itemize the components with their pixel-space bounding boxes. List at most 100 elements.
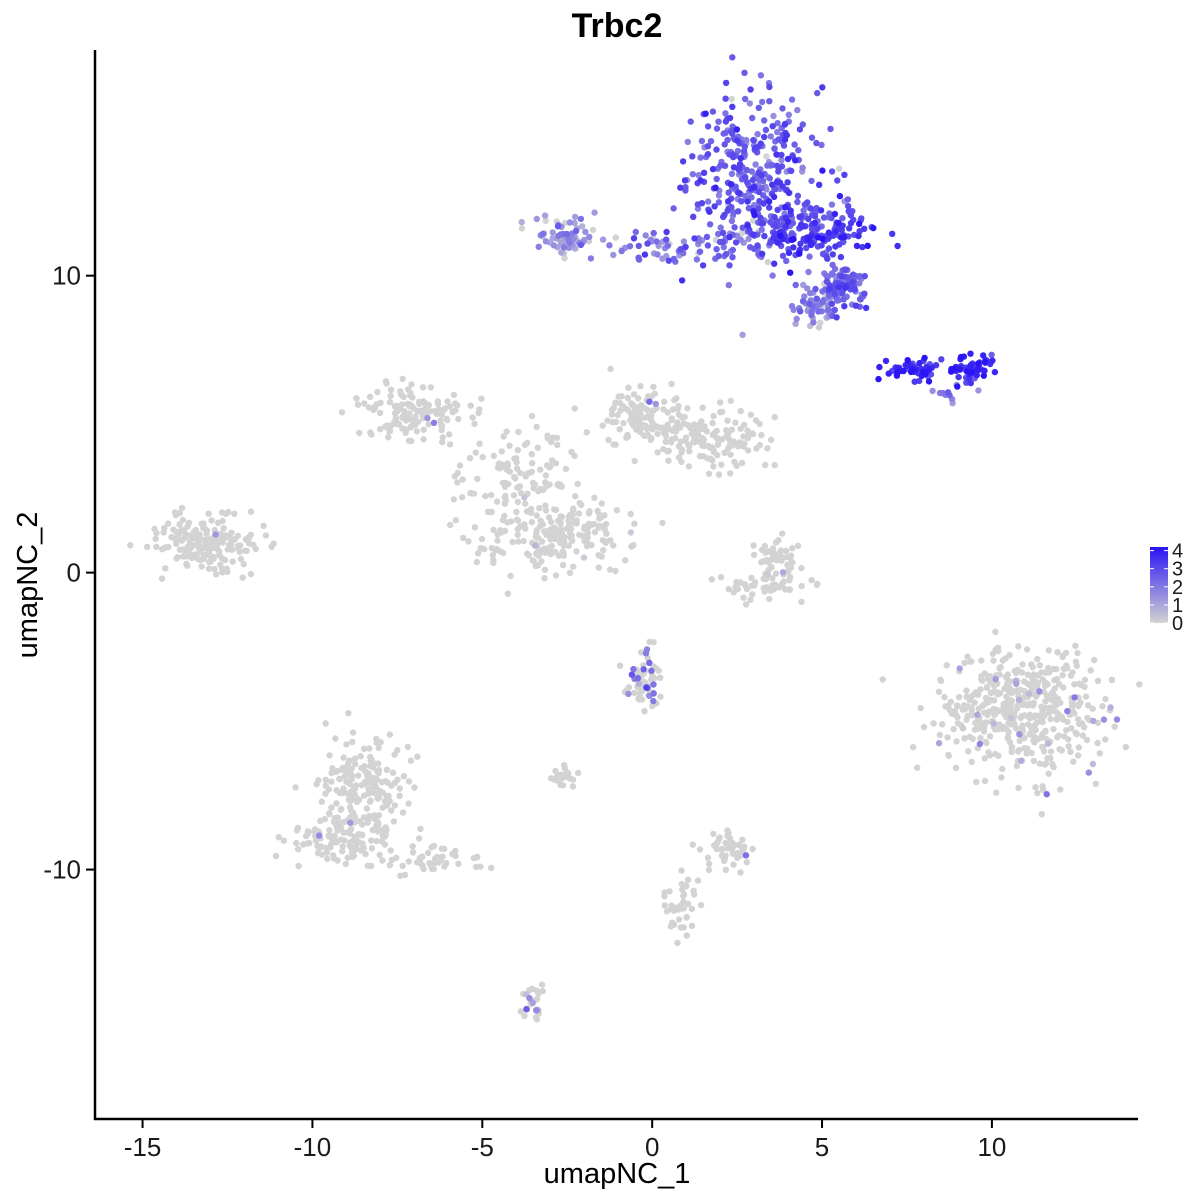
scatter-point [363,805,370,812]
scatter-point [663,228,670,236]
scatter-point [1013,762,1021,770]
scatter-point [955,694,963,701]
scatter-point [631,689,638,697]
scatter-point [734,854,741,861]
scatter-point [555,552,563,559]
scatter-point [374,760,382,767]
scatter-point [228,529,235,536]
scatter-point [980,372,987,379]
scatter-point [201,543,209,550]
scatter-point [749,591,756,598]
scatter-point [203,530,210,537]
scatter-point [1030,757,1038,765]
scatter-point [454,479,461,486]
scatter-point [943,662,950,669]
scatter-point [725,189,732,196]
scatter-point [364,819,371,826]
scatter-point [875,375,882,383]
scatter-point [430,419,438,426]
scatter-point [635,395,642,402]
scatter-point [471,524,479,531]
scatter-point [538,981,546,988]
scatter-point [735,841,742,848]
scatter-point [538,558,545,565]
scatter-point [616,662,624,669]
scatter-point [894,369,901,376]
scatter-point [347,826,355,833]
scatter-point [542,238,550,245]
scatter-point [318,851,326,858]
scatter-point [626,243,634,250]
scatter-point [1015,643,1022,650]
scatter-point [722,118,730,125]
scatter-point [771,413,778,421]
scatter-point [894,242,901,250]
scatter-point [718,845,726,853]
scatter-point [602,539,609,547]
scatter-point [1078,720,1086,727]
scatter-point [541,575,548,582]
scatter-point [616,426,623,433]
scatter-point [171,509,179,516]
scatter-point [570,519,577,526]
scatter-point [745,431,752,438]
scatter-point [982,694,990,702]
scatter-point [1136,681,1143,688]
scatter-point [365,404,373,411]
scatter-point [685,463,693,470]
scatter-point [329,852,337,859]
scatter-point [473,558,480,566]
scatter-point [500,433,507,440]
scatter-point [625,407,632,414]
scatter-point [828,168,836,175]
x-tick-label: 10 [977,1132,1006,1162]
scatter-point [550,242,557,249]
scatter-point [573,548,580,555]
scatter-point [340,754,347,761]
scatter-points [127,54,1143,1023]
scatter-point [1071,694,1078,701]
scatter-point [835,219,842,227]
scatter-point [476,406,483,413]
scatter-point [356,429,363,437]
scatter-point [325,832,332,839]
color-legend-bar [1150,547,1168,623]
scatter-point [634,674,642,682]
scatter-point [713,427,720,435]
scatter-point [1003,693,1010,700]
scatter-point [557,513,564,520]
scatter-point [381,841,389,848]
scatter-point [760,575,767,582]
scatter-point [446,441,454,448]
scatter-point [795,147,802,154]
scatter-point [643,684,650,691]
scatter-point [694,427,702,434]
scatter-point [713,125,721,132]
scatter-point [967,362,975,369]
scatter-point [920,368,927,375]
scatter-point [1015,748,1022,755]
scatter-point [489,552,496,559]
scatter-point [792,157,799,164]
scatter-point [206,558,213,566]
y-tick-label: 10 [52,261,81,291]
scatter-point [637,382,644,390]
scatter-point [366,745,373,752]
scatter-point [675,916,683,923]
scatter-point [490,526,497,534]
scatter-point [178,504,186,512]
scatter-point [750,231,757,238]
scatter-point [780,142,788,149]
scatter-point [394,747,401,754]
scatter-point [339,843,346,850]
scatter-point [730,164,738,171]
scatter-point [742,601,750,608]
scatter-point [814,89,821,97]
scatter-point [956,366,964,373]
scatter-point [1111,723,1118,730]
scatter-point [775,555,783,562]
scatter-point [459,534,467,542]
scatter-point [208,517,215,524]
scatter-point [511,455,518,462]
scatter-point [733,126,741,133]
